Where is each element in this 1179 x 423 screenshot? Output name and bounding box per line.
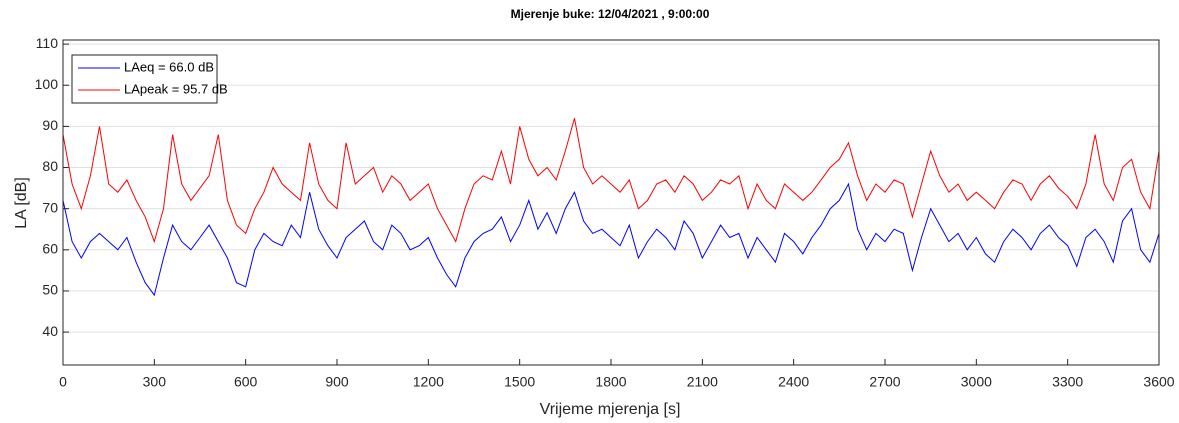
x-tick-label: 600 [234,374,258,390]
y-tick-label: 60 [42,241,58,257]
legend-label: LApeak = 95.7 dB [124,81,228,96]
y-tick-label: 70 [42,199,58,215]
x-tick-label: 0 [59,374,67,390]
x-tick-label: 1800 [595,374,626,390]
legend-box [71,54,218,104]
x-tick-label: 2400 [778,374,809,390]
y-tick-label: 100 [35,76,59,92]
y-axis-label: LA [dB] [13,177,30,229]
plot-area [63,40,1159,365]
y-tick-label: 50 [42,282,58,298]
chart-title: Mjerenje buke: 12/04/2021 , 9:00:00 [511,7,710,21]
series-line [62,182,1160,297]
x-tick-label: 3600 [1143,374,1174,390]
y-tick-label: 90 [42,117,58,133]
x-tick-label: 2700 [869,374,900,390]
y-tick-label: 40 [42,323,58,339]
x-tick-label: 300 [143,374,167,390]
plot-frame [62,39,1160,366]
legend-label: LAeq = 66.0 dB [124,59,214,74]
x-axis-label: Vrijeme mjerenja [s] [540,401,681,418]
y-tick-label: 80 [42,158,58,174]
x-tick-label: 900 [325,374,349,390]
x-tick-label: 3300 [1052,374,1083,390]
x-tick-label: 2100 [687,374,718,390]
series-line [62,118,1160,244]
x-tick-label: 1500 [504,374,535,390]
x-tick-label: 1200 [413,374,444,390]
y-tick-label: 110 [36,35,59,51]
x-tick-label: 3000 [961,374,992,390]
